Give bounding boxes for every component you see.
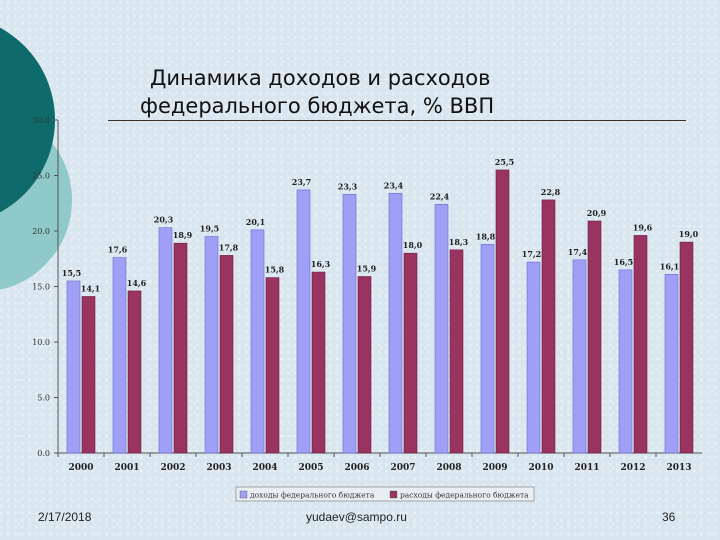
legend-swatch-income	[239, 490, 248, 499]
expense-data-label: 25,5	[495, 157, 514, 167]
income-data-label: 20,3	[154, 215, 174, 225]
expense-data-label: 19,6	[633, 222, 653, 232]
x-tick-label: 2011	[574, 463, 599, 473]
footer-page-number: 36	[662, 510, 676, 524]
legend-box	[235, 486, 535, 502]
y-tick-label: 30.0	[32, 116, 50, 125]
title-line-1: Динамика доходов и расходов	[150, 66, 491, 90]
expense-data-label: 18,0	[403, 240, 423, 250]
legend-label-income: доходы федерального бюджета	[250, 491, 375, 500]
income-data-label: 19,5	[200, 224, 219, 234]
income-data-label: 17,4	[568, 247, 588, 257]
x-tick-label: 2005	[298, 463, 323, 473]
income-bar	[158, 227, 173, 454]
y-tick-label: 15.0	[32, 283, 50, 292]
income-data-label: 22,4	[430, 191, 450, 201]
expense-bar	[311, 271, 326, 454]
income-bar	[480, 244, 495, 454]
income-bar	[526, 261, 541, 454]
footer-date: 2/17/2018	[38, 510, 92, 524]
income-bar	[112, 257, 127, 454]
income-data-label: 23,4	[384, 180, 404, 190]
income-data-label: 15,5	[62, 268, 81, 278]
legend-swatch-expense	[389, 490, 398, 499]
expense-data-label: 19,0	[679, 229, 699, 239]
x-tick-label: 2003	[206, 463, 231, 473]
x-tick-label: 2007	[390, 463, 415, 473]
slide-title: Динамика доходов и расходов федерального…	[140, 64, 600, 120]
y-tick-label: 20.0	[32, 227, 50, 236]
expense-bar	[449, 249, 464, 454]
income-data-label: 23,3	[338, 181, 358, 191]
y-tick-label: 0.0	[37, 449, 50, 458]
income-data-label: 20,1	[246, 217, 265, 227]
expense-bar	[403, 252, 418, 454]
x-tick-label: 2001	[114, 463, 139, 473]
x-tick-label: 2013	[666, 463, 691, 473]
income-data-label: 17,6	[108, 245, 128, 255]
expense-data-label: 20,9	[587, 208, 607, 218]
expense-data-label: 14,1	[81, 283, 100, 293]
decorative-circle-dark	[0, 27, 55, 213]
expense-bar	[633, 235, 648, 454]
income-bar	[572, 259, 587, 454]
x-tick-label: 2010	[528, 463, 553, 473]
x-tick-label: 2006	[344, 463, 369, 473]
title-line-2: федерального бюджета, % ВВП	[140, 94, 495, 118]
expense-data-label: 22,8	[541, 187, 561, 197]
income-bar	[434, 204, 449, 454]
x-tick-label: 2004	[252, 463, 277, 473]
expense-bar	[495, 169, 510, 454]
income-bar	[204, 236, 219, 454]
x-tick-label: 2002	[160, 463, 185, 473]
income-bar	[618, 269, 633, 454]
expense-data-label: 15,8	[265, 265, 285, 275]
expense-bar	[679, 241, 694, 454]
income-data-label: 16,5	[614, 257, 633, 267]
expense-data-label: 17,8	[219, 242, 239, 252]
expense-data-label: 16,3	[311, 259, 331, 269]
expense-bar	[265, 277, 280, 454]
legend-label-expense: расходы федерального бюджета	[400, 491, 529, 500]
x-tick-label: 2000	[68, 463, 93, 473]
expense-bar	[357, 276, 372, 454]
footer-email: yudaev@sampo.ru	[306, 510, 407, 524]
income-data-label: 23,7	[292, 177, 311, 187]
expense-data-label: 14,6	[127, 278, 147, 288]
x-tick-label: 2012	[620, 463, 645, 473]
income-data-label: 18,8	[476, 231, 496, 241]
income-bar	[66, 280, 81, 454]
income-bar	[342, 194, 357, 454]
expense-bar	[587, 220, 602, 454]
y-tick-label: 5.0	[37, 394, 50, 403]
expense-data-label: 18,3	[449, 237, 469, 247]
x-tick-label: 2008	[436, 463, 461, 473]
title-underline	[108, 120, 686, 121]
y-tick-label: 25.0	[32, 172, 50, 181]
expense-data-label: 15,9	[357, 264, 377, 274]
x-tick-label: 2009	[482, 463, 507, 473]
expense-bar	[127, 290, 142, 454]
expense-bar	[219, 255, 234, 454]
income-bar	[296, 189, 311, 454]
income-bar	[664, 273, 679, 454]
income-bar	[250, 229, 265, 454]
expense-bar	[173, 242, 188, 454]
expense-data-label: 18,9	[173, 230, 193, 240]
y-tick-label: 10.0	[32, 338, 50, 347]
income-data-label: 17,2	[522, 249, 541, 259]
income-data-label: 16,1	[660, 261, 679, 271]
expense-bar	[541, 199, 556, 454]
income-bar	[388, 192, 403, 454]
expense-bar	[81, 296, 96, 454]
slide-decoration	[0, 27, 72, 290]
